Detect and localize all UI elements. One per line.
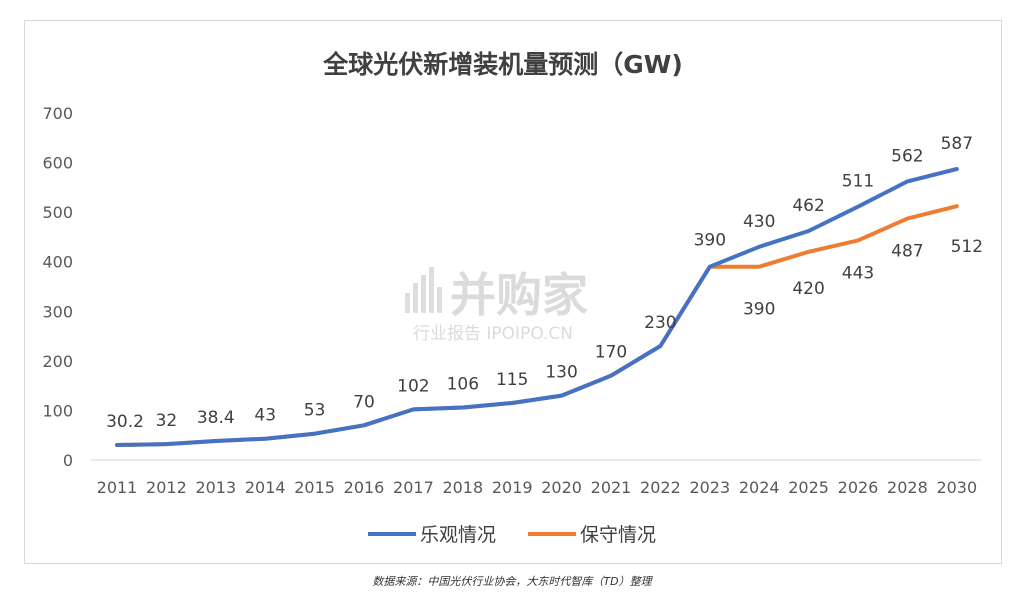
x-tick-label: 2026	[838, 478, 879, 497]
source-note: 数据来源：中国光伏行业协会，大东时代智库（TD）整理	[372, 575, 652, 588]
data-label-optimistic: 511	[842, 172, 874, 192]
data-label-conservative: 487	[891, 242, 923, 262]
x-tick-label: 2025	[788, 478, 829, 497]
x-tick-label: 2011	[97, 478, 138, 497]
watermark: 并购家 行业报告 IPOIPO.CN	[405, 267, 588, 344]
data-label-shared: 102	[397, 376, 429, 396]
legend-item-conservative: 保守情况	[528, 524, 656, 546]
data-label-shared: 70	[353, 392, 375, 412]
data-label-conservative: 512	[951, 237, 983, 257]
y-tick-label: 200	[42, 352, 73, 371]
y-tick-label: 300	[42, 302, 73, 321]
x-tick-label: 2012	[146, 478, 187, 497]
x-tick-label: 2019	[492, 478, 533, 497]
y-tick-label: 600	[42, 154, 73, 173]
data-label-shared: 30.2	[106, 412, 144, 432]
data-label-optimistic: 562	[891, 146, 923, 166]
data-label-shared: 115	[496, 370, 528, 390]
data-label-shared: 230	[644, 313, 676, 333]
data-label-conservative: 390	[743, 300, 775, 320]
y-tick-label: 400	[42, 253, 73, 272]
data-label-conservative: 443	[842, 263, 874, 283]
legend-label: 乐观情况	[420, 524, 496, 546]
data-label-shared: 130	[545, 363, 577, 383]
data-label-optimistic: 430	[743, 212, 775, 232]
legend-label: 保守情况	[580, 524, 656, 546]
x-tick-label: 2024	[739, 478, 780, 497]
data-label-optimistic: 462	[792, 196, 824, 216]
watermark-brand: 并购家	[450, 268, 588, 322]
x-tick-label: 2016	[344, 478, 385, 497]
legend-item-optimistic: 乐观情况	[368, 524, 496, 546]
x-tick-label: 2022	[640, 478, 681, 497]
y-tick-label: 700	[42, 104, 73, 123]
data-label-optimistic: 587	[941, 134, 973, 154]
x-tick-label: 2023	[689, 478, 730, 497]
y-tick-label: 500	[42, 203, 73, 222]
y-tick-label: 0	[63, 451, 73, 470]
x-tick-label: 2021	[591, 478, 632, 497]
legend: 乐观情况 保守情况	[368, 524, 656, 546]
line-chart: 并购家 行业报告 IPOIPO.CN 全球光伏新增装机量预测（GW) 0 100 2…	[42, 50, 983, 546]
watermark-subtitle: 行业报告 IPOIPO.CN	[413, 324, 573, 344]
axes: 0 100 200 300 400 500 600 700 2011 2012 2013 2014 20…	[42, 104, 981, 497]
chart-frame: 并购家 行业报告 IPOIPO.CN 全球光伏新增装机量预测（GW) 0 100 2…	[24, 20, 1002, 564]
watermark-logo-icon	[405, 267, 442, 313]
x-tick-label: 2014	[245, 478, 286, 497]
series-line-optimistic	[115, 167, 959, 447]
data-label-shared: 32	[156, 411, 178, 431]
x-tick-label: 2028	[887, 478, 928, 497]
data-labels: 30.2 32 38.4 43 53 70 102 106 115 130 170 230 390 430…	[106, 134, 983, 432]
data-label-shared: 390	[694, 231, 726, 251]
chart-title: 全球光伏新增装机量预测（GW)	[322, 50, 683, 79]
x-tick-label: 2018	[442, 478, 483, 497]
data-label-shared: 43	[254, 406, 276, 426]
series-lines	[115, 167, 959, 447]
x-tick-label: 2030	[936, 478, 977, 497]
data-label-shared: 106	[447, 374, 479, 394]
x-tick-label: 2020	[541, 478, 582, 497]
data-label-shared: 170	[595, 343, 627, 363]
y-tick-label: 100	[42, 401, 73, 420]
x-tick-label: 2013	[195, 478, 236, 497]
data-label-shared: 38.4	[197, 408, 235, 428]
x-tick-label: 2015	[294, 478, 335, 497]
x-tick-label: 2017	[393, 478, 434, 497]
data-label-shared: 53	[304, 401, 326, 421]
data-label-conservative: 420	[792, 279, 824, 299]
